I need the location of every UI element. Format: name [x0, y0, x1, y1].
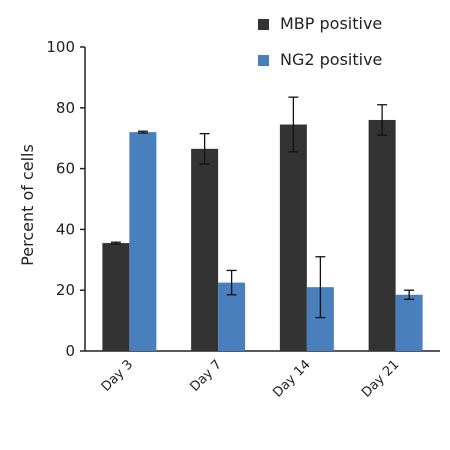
bar-mbp-day-21: [368, 119, 396, 352]
bar-ng2-day-3: [129, 132, 157, 351]
y-tick-label: 20: [56, 281, 75, 299]
x-category-label: Day 14: [270, 357, 313, 400]
y-axis-ticks: 0 20 40 60 80 100: [46, 38, 85, 360]
legend-label: NG2 positive: [280, 50, 382, 69]
legend-label: MBP positive: [280, 14, 382, 33]
bar-mbp-day-7: [191, 148, 219, 351]
x-category-label: Day 3: [99, 357, 137, 395]
y-tick-label: 80: [56, 99, 75, 117]
y-tick-label: 40: [56, 220, 75, 238]
legend: MBP positive NG2 positive: [258, 14, 382, 69]
x-axis-labels: Day 3 Day 7 Day 14 Day 21: [99, 357, 403, 400]
x-category-label: Day 21: [359, 357, 402, 400]
y-axis-title: Percent of cells: [18, 144, 37, 266]
x-category-label: Day 7: [187, 357, 225, 395]
y-tick-label: 100: [46, 38, 75, 56]
error-bars: [110, 96, 415, 319]
legend-swatch: [258, 19, 269, 30]
legend-swatch: [258, 55, 269, 66]
y-tick-label: 0: [65, 342, 75, 360]
bars: [102, 119, 423, 352]
bar-mbp-day-14: [279, 124, 307, 352]
bar-mbp-day-3: [102, 243, 130, 351]
y-tick-label: 60: [56, 160, 75, 178]
bar-ng2-day-21: [395, 294, 423, 351]
